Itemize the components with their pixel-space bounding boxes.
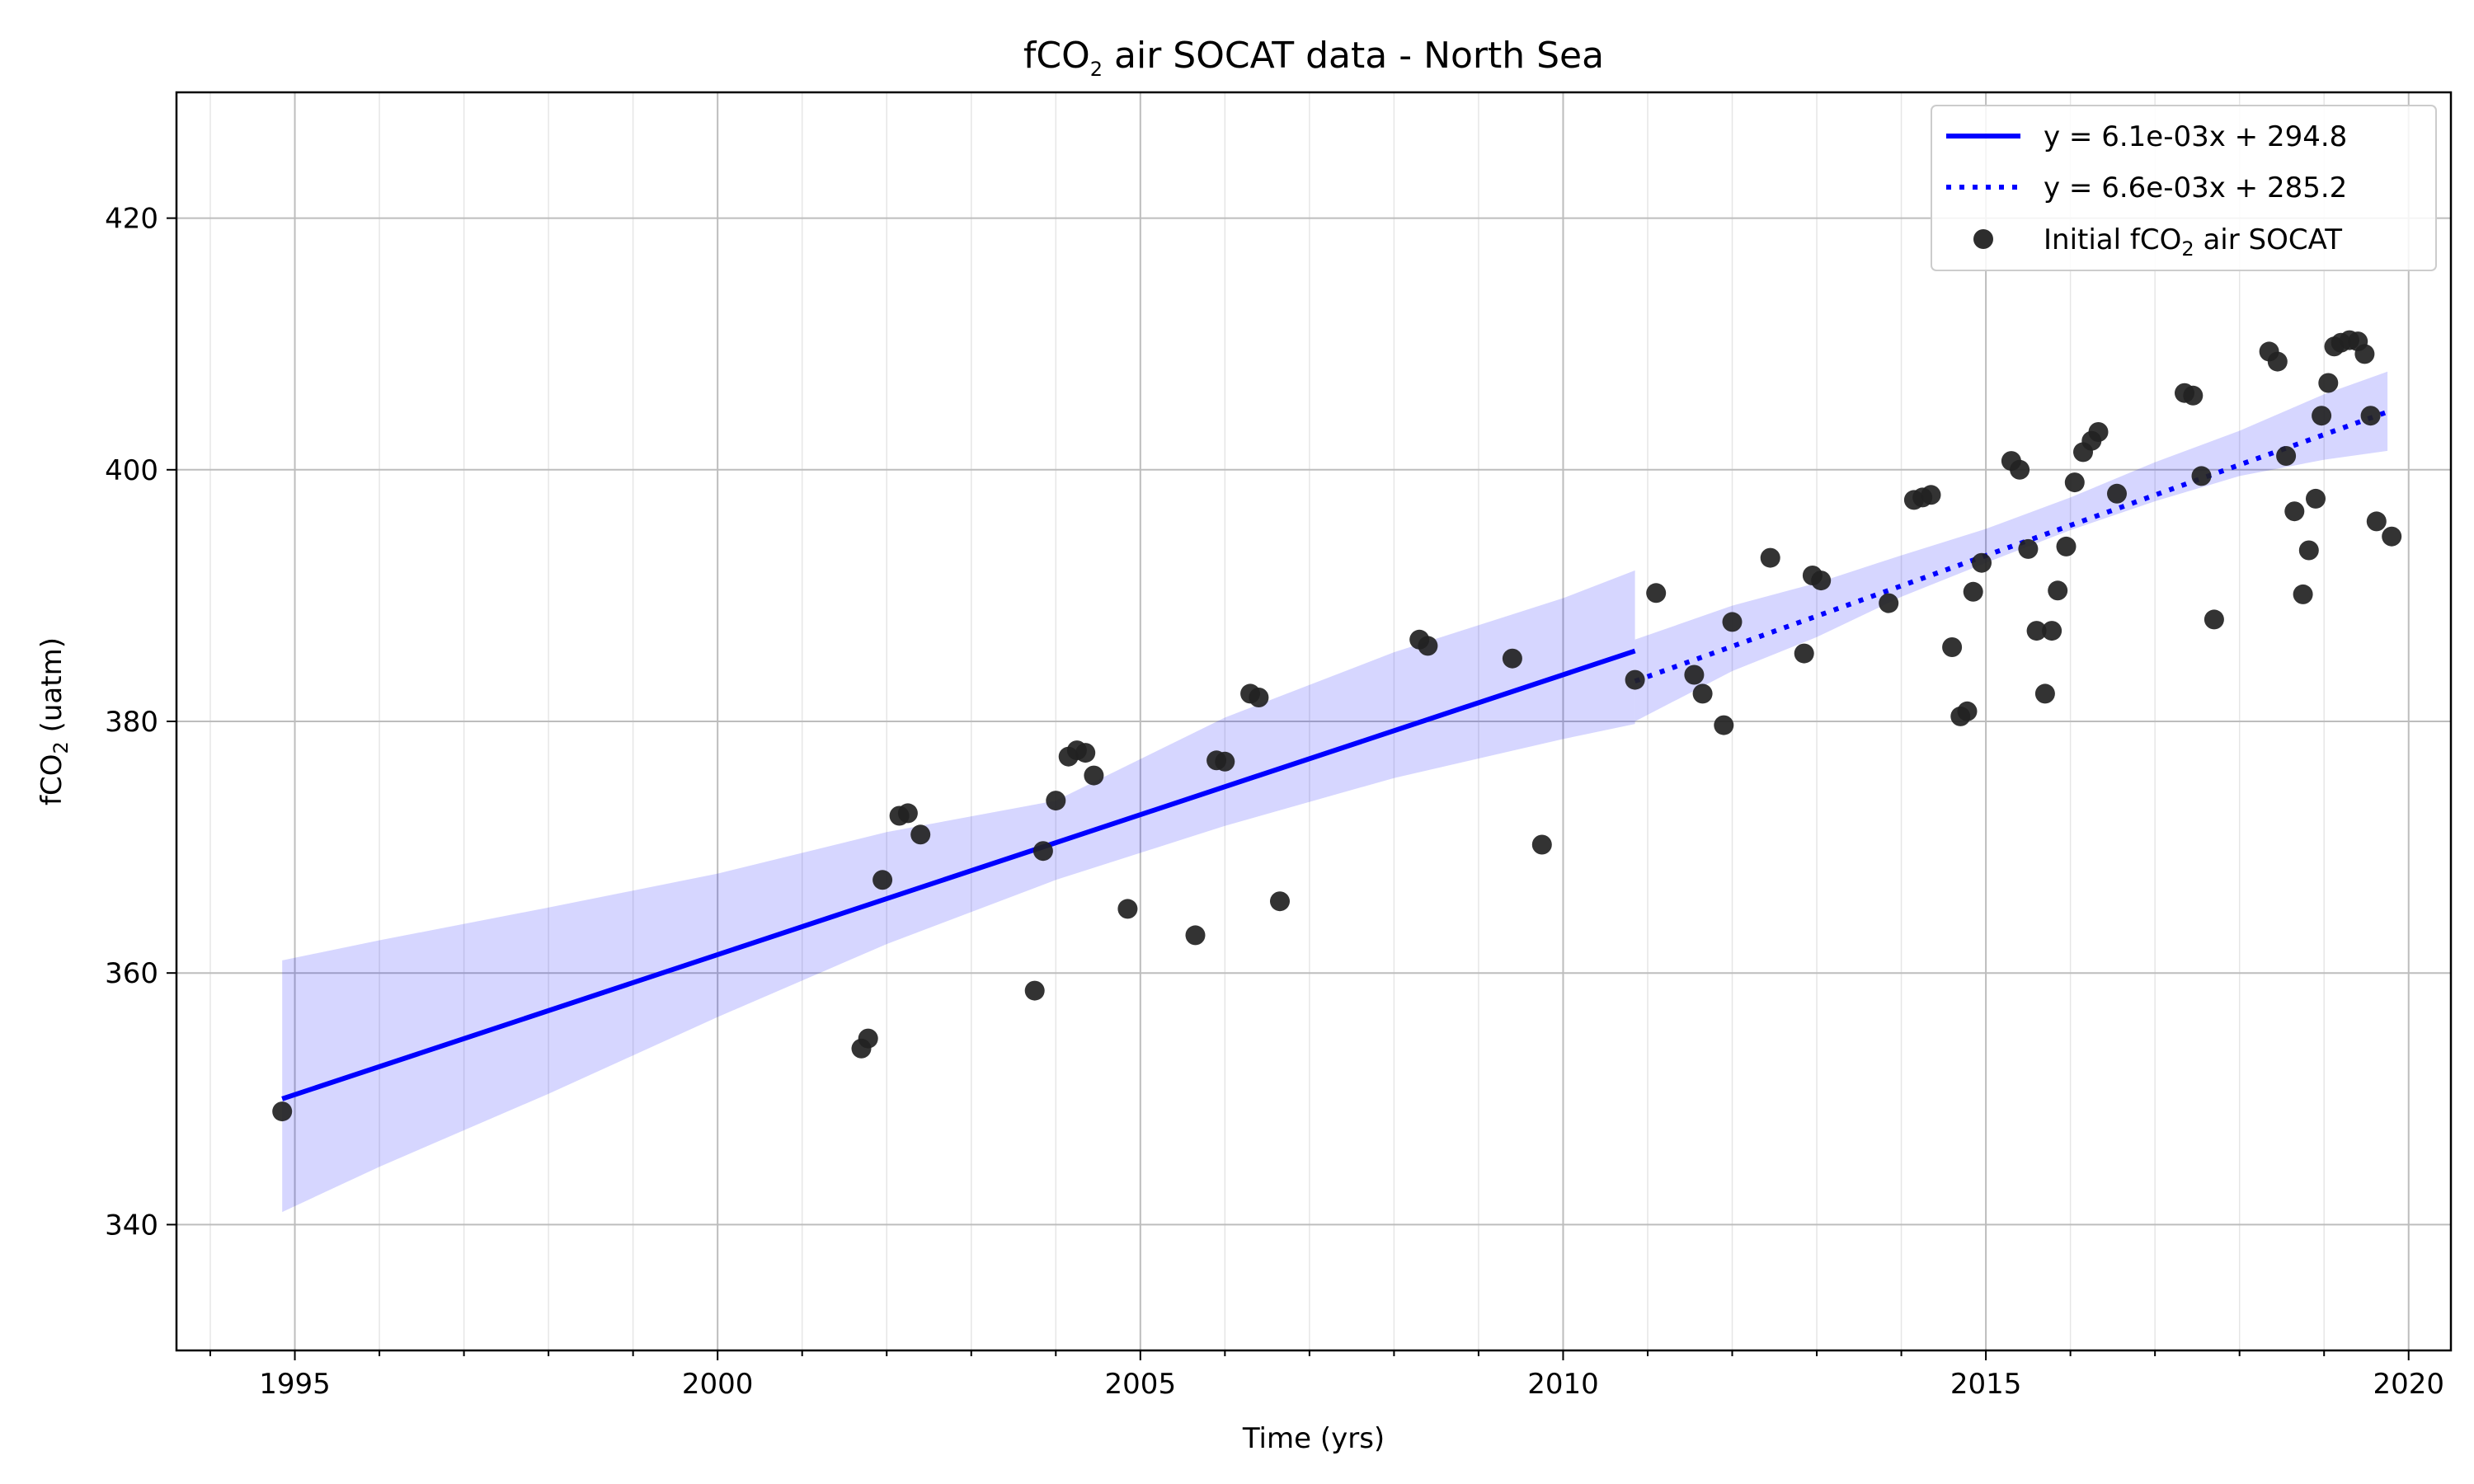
data-point: [1942, 637, 1963, 657]
confidence-band-early: [282, 570, 1635, 1213]
data-point: [2183, 385, 2204, 406]
axis-ticks: 1995 2000 2005 2010 2015 2020 340 360 380 400 420: [105, 203, 2444, 1401]
data-point: [1084, 765, 1104, 786]
data-point: [1185, 925, 1206, 946]
x-tick-label: 2000: [682, 1368, 754, 1401]
data-point: [1032, 841, 1053, 862]
data-point: [2293, 584, 2313, 604]
data-point: [1957, 701, 1978, 721]
grid: [176, 92, 2451, 1350]
data-point: [1531, 834, 1552, 855]
legend-label-dotted-fit: y = 6.6e-03x + 285.2: [2044, 171, 2347, 204]
legend-box: [1931, 105, 2437, 271]
data-point: [1418, 636, 1438, 656]
scatter-points: [272, 330, 2402, 1122]
data-point: [2034, 683, 2055, 704]
data-point: [1879, 593, 1899, 613]
data-point: [1215, 751, 1235, 772]
data-point: [1684, 665, 1705, 685]
legend-scatter-swatch: [1973, 229, 1993, 249]
data-point: [910, 824, 931, 845]
data-point: [2042, 621, 2062, 641]
data-point: [2276, 446, 2297, 466]
data-point: [2284, 501, 2305, 522]
data-point: [2204, 609, 2224, 630]
data-point: [1625, 669, 1645, 690]
data-point: [1046, 791, 1066, 811]
x-axis-title: Time (yrs): [1242, 1422, 1385, 1455]
data-point: [1117, 899, 1138, 919]
data-point: [897, 803, 918, 824]
data-point: [1811, 571, 1832, 591]
data-point: [2312, 406, 2332, 426]
data-point: [2056, 536, 2077, 556]
data-point: [1646, 583, 1667, 603]
legend-label-solid-fit: y = 6.1e-03x + 294.8: [2044, 120, 2347, 153]
data-point: [272, 1101, 293, 1122]
data-point: [1972, 552, 1992, 573]
data-point: [2360, 406, 2381, 426]
data-point: [1794, 643, 1814, 664]
y-axis-title: fCO2 (uatm): [35, 637, 73, 805]
data-point: [2026, 621, 2047, 641]
data-point: [2306, 488, 2326, 509]
y-tick-label: 380: [105, 706, 158, 739]
data-point: [858, 1028, 878, 1049]
x-tick-label: 2015: [1950, 1368, 2022, 1401]
y-tick-label: 420: [105, 203, 158, 236]
data-point: [2191, 466, 2212, 486]
x-tick-label: 1995: [259, 1368, 331, 1401]
legend: y = 6.1e-03x + 294.8 y = 6.6e-03x + 285.…: [1931, 105, 2437, 271]
data-point: [1722, 612, 1743, 632]
data-point: [2298, 540, 2319, 561]
data-point: [2267, 351, 2288, 372]
legend-label-scatter: Initial fCO2 air SOCAT: [2044, 223, 2342, 261]
data-point: [1963, 581, 1983, 602]
y-tick-label: 340: [105, 1209, 158, 1242]
chart-title: fCO2 air SOCAT data - North Sea: [1023, 35, 1604, 81]
data-point: [1760, 547, 1780, 568]
data-point: [2318, 373, 2339, 393]
x-tick-label: 2010: [1527, 1368, 1599, 1401]
data-point: [1921, 485, 1941, 505]
data-point: [1075, 743, 1096, 763]
data-point: [1270, 891, 1290, 912]
data-point: [1024, 980, 1045, 1001]
x-tick-label: 2005: [1105, 1368, 1177, 1401]
data-point: [2064, 472, 2085, 493]
trend-lines: [281, 409, 2389, 1101]
data-point: [872, 870, 893, 890]
data-point: [2018, 538, 2039, 559]
data-point: [1502, 648, 1522, 669]
x-tick-label: 2020: [2373, 1368, 2444, 1401]
data-point: [2366, 511, 2387, 532]
y-tick-label: 400: [105, 454, 158, 487]
data-point: [2354, 344, 2375, 364]
dotted-trend-line: [1634, 409, 2389, 683]
data-point: [1714, 715, 1734, 735]
data-point: [2382, 526, 2402, 547]
data-point: [2010, 459, 2030, 480]
data-point: [2088, 422, 2109, 442]
y-tick-label: 360: [105, 957, 158, 990]
data-point: [1249, 688, 1269, 707]
data-point: [2048, 580, 2068, 601]
solid-trend-line: [281, 648, 1636, 1101]
data-point: [2107, 483, 2127, 504]
data-point: [1692, 683, 1713, 704]
